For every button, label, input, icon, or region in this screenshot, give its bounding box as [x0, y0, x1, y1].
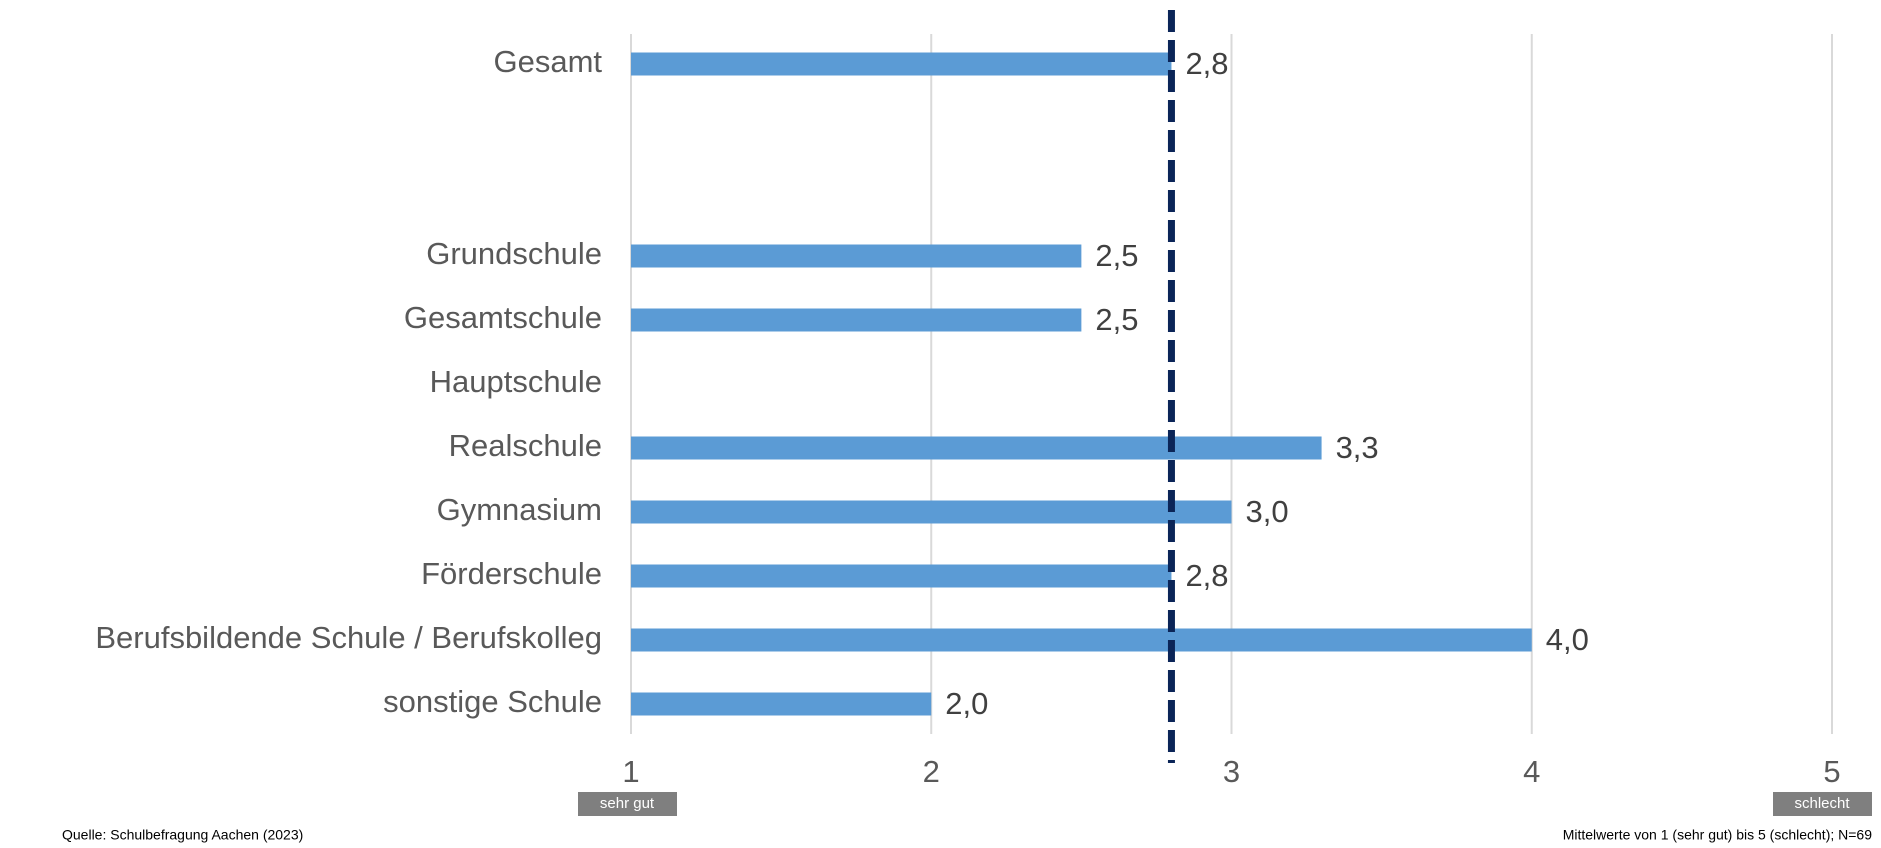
- bar: [631, 500, 1232, 524]
- value-label: 2,5: [1095, 302, 1138, 337]
- bar: [631, 628, 1532, 652]
- scale-high-label: schlecht: [1794, 795, 1850, 812]
- category-label: Grundschule: [426, 236, 602, 271]
- badge-low: [578, 792, 677, 816]
- badge-high: [1773, 792, 1872, 816]
- category-label: Gesamtschule: [404, 300, 602, 335]
- value-label: 2,5: [1095, 238, 1138, 273]
- scale-low-label: sehr gut: [600, 795, 655, 812]
- bar: [631, 244, 1082, 268]
- value-label: 3,3: [1336, 430, 1379, 465]
- bar: [631, 308, 1082, 332]
- bar: [631, 436, 1322, 460]
- x-tick-label: 3: [1223, 754, 1240, 789]
- category-label: Berufsbildende Schule / Berufskolleg: [95, 620, 602, 655]
- x-tick-label: 4: [1523, 754, 1540, 789]
- category-label: sonstige Schule: [383, 684, 602, 719]
- value-label: 2,8: [1185, 558, 1228, 593]
- x-tick-label: 1: [622, 754, 639, 789]
- category-label: Hauptschule: [430, 364, 602, 399]
- bar: [631, 52, 1172, 76]
- category-label: Förderschule: [421, 556, 602, 591]
- value-label: 4,0: [1546, 622, 1589, 657]
- value-label: 2,0: [945, 686, 988, 721]
- value-label: 2,8: [1185, 46, 1228, 81]
- category-label: Gymnasium: [437, 492, 602, 527]
- value-label: 3,0: [1246, 494, 1289, 529]
- category-label: Gesamt: [493, 44, 602, 79]
- x-tick-label: 2: [923, 754, 940, 789]
- note: Mittelwerte von 1 (sehr gut) bis 5 (schl…: [1563, 827, 1873, 843]
- source: Quelle: Schulbefragung Aachen (2023): [62, 827, 303, 843]
- x-tick-label: 5: [1823, 754, 1840, 789]
- bar: [631, 692, 932, 716]
- category-label: Realschule: [449, 428, 602, 463]
- bar: [631, 564, 1172, 588]
